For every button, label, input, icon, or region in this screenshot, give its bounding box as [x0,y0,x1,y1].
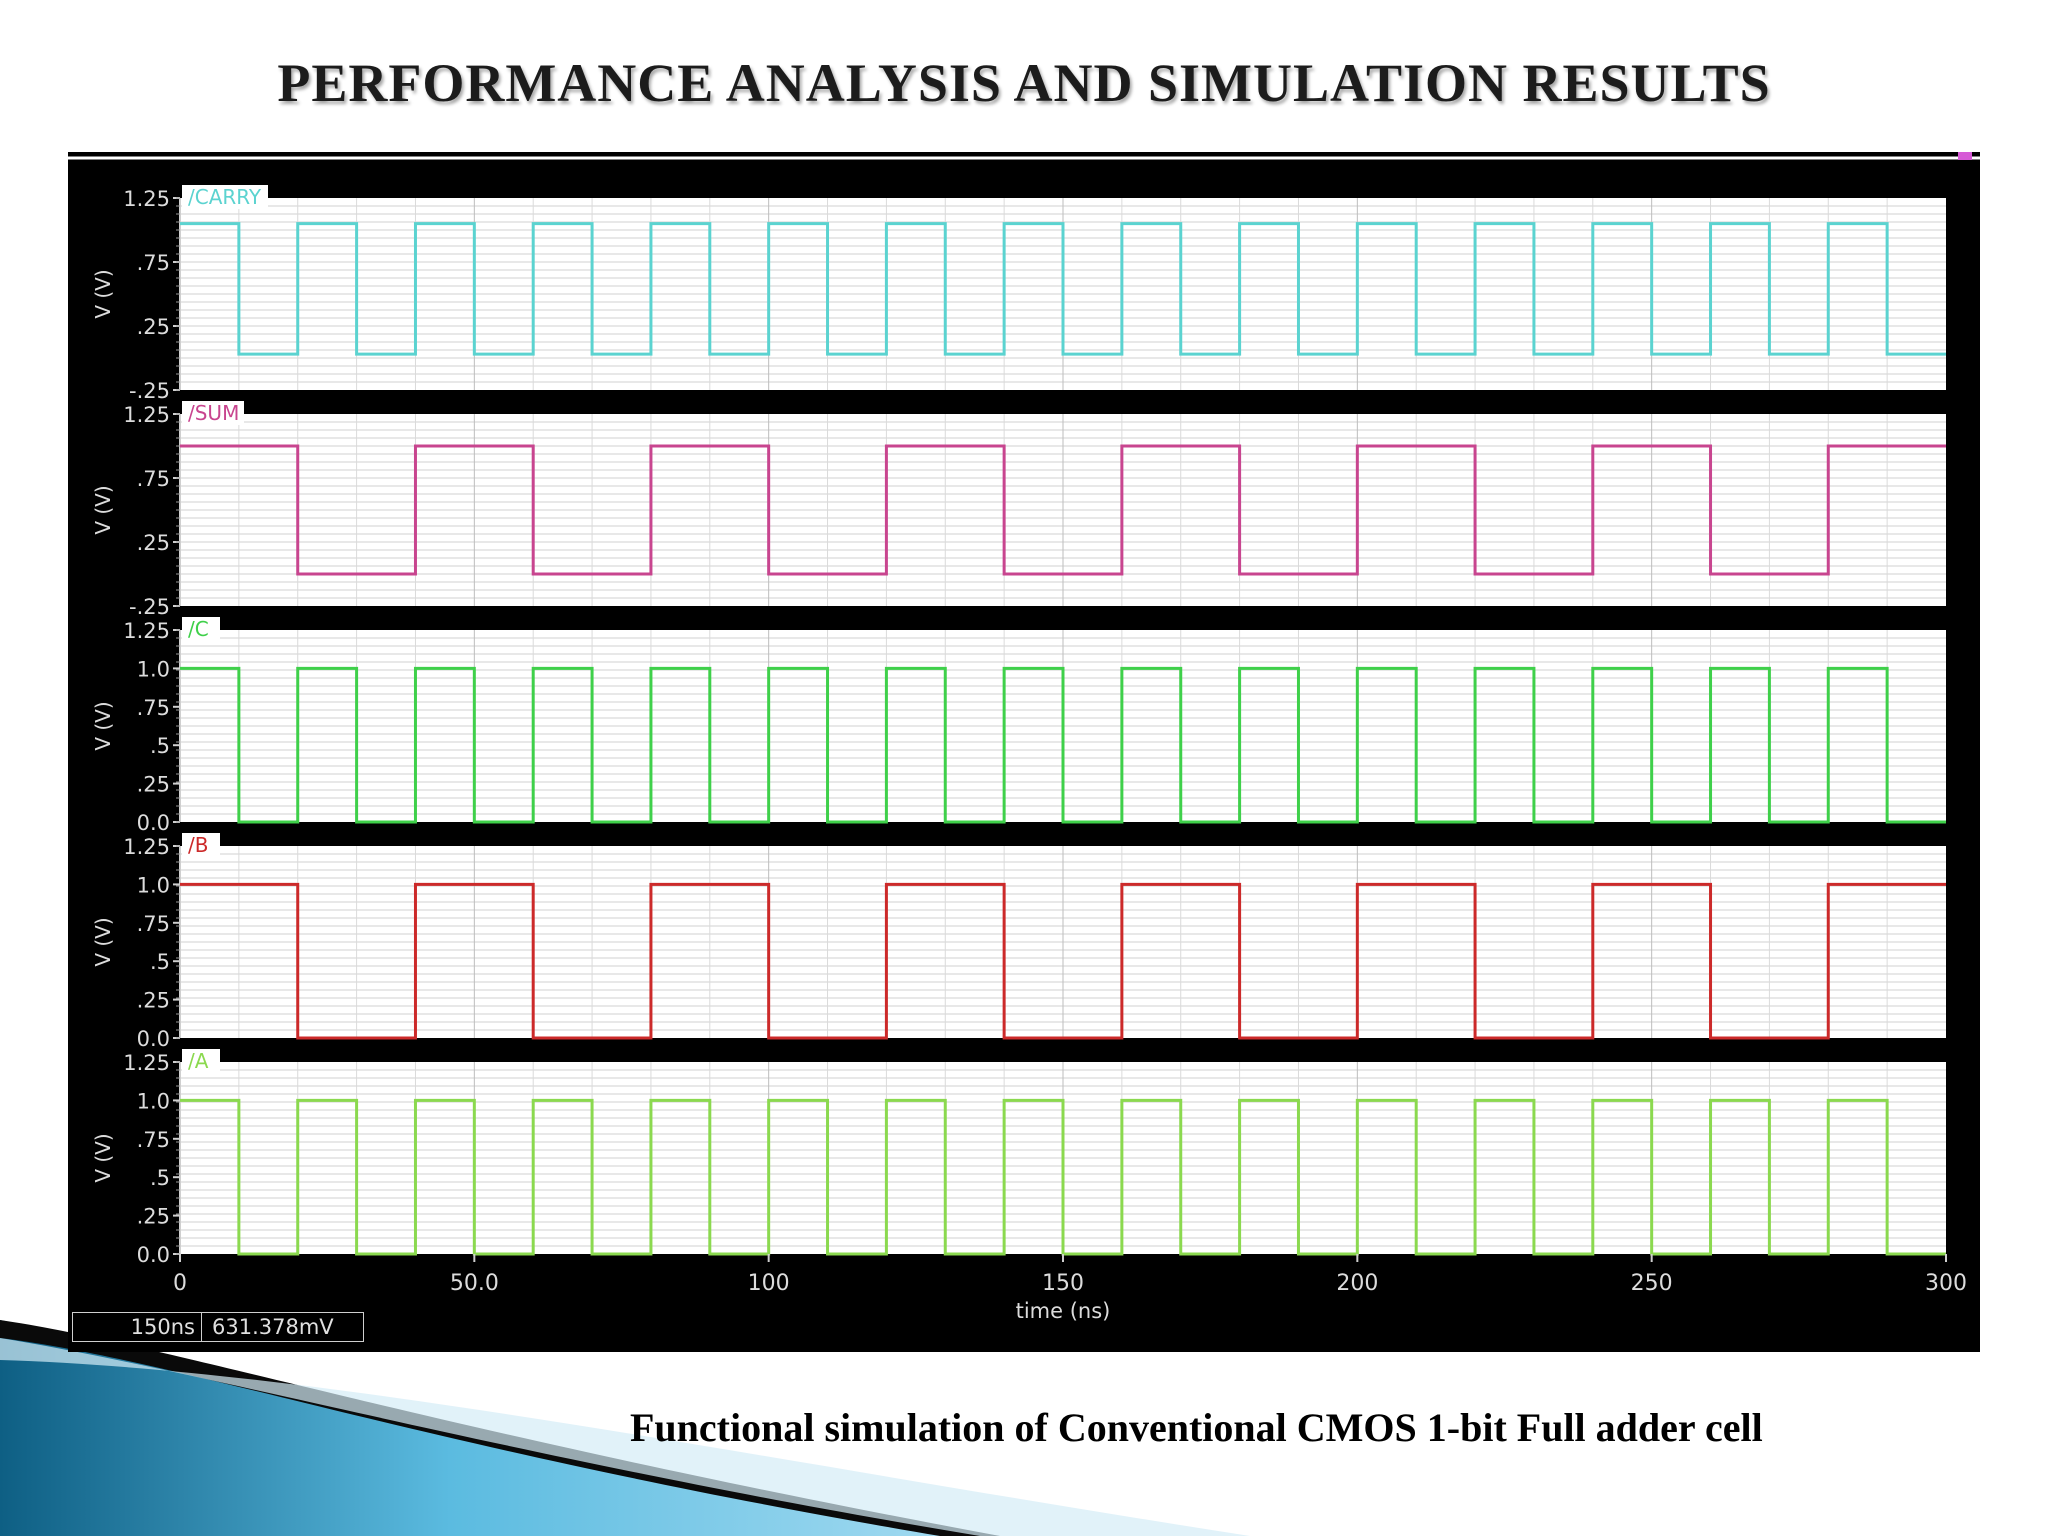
slide-title: PERFORMANCE ANALYSIS AND SIMULATION RESU… [277,53,1771,113]
y-tick-label: .5 [150,1166,170,1190]
y-tick-label: .75 [137,696,170,720]
x-axis-label: time (ns) [1016,1299,1111,1323]
x-tick-label: 200 [1336,1271,1378,1296]
trace-label: /SUM [188,401,239,425]
y-tick-label: 1.25 [123,403,170,427]
trace-label: /B [188,833,208,857]
panel-c: 1.25 1.0 .75 .5 .25 0.0 V (V) /C [91,617,1946,835]
y-tick-label: 0.0 [137,1243,170,1267]
x-tick-label: 300 [1925,1271,1967,1296]
y-tick-label: 0.0 [137,811,170,835]
trace-label: /C [188,617,209,641]
cursor-time-readout: 150ns [72,1312,202,1342]
window-resize-marker [1958,152,1972,160]
panel-sum: 1.25 .75 .25 -.25 V (V) /SUM [91,401,1946,619]
trace-label-box [182,617,220,641]
trace-label-box [182,1049,220,1073]
y-axis-label: V (V) [91,1133,115,1182]
trace-label-box [182,833,220,857]
waveform-trace [180,882,1946,1040]
y-tick-label: .5 [150,734,170,758]
y-tick-label: -.25 [129,379,170,403]
trace-label-box [182,401,244,425]
trace-label: /A [188,1049,209,1073]
trace-label: /CARRY [188,185,262,209]
cursor-value-readout: 631.378mV [202,1312,364,1342]
y-tick-label: 1.25 [123,835,170,859]
y-tick-label: .75 [137,251,170,275]
waveform-trace [180,666,1946,824]
y-tick-label: -.25 [129,595,170,619]
y-tick-label: .25 [137,315,170,339]
cursor-readout: 150ns 631.378mV [72,1312,364,1342]
waveform-trace [180,222,1946,356]
x-tick-label: 0 [173,1271,187,1296]
y-tick-label: 0.0 [137,1027,170,1051]
y-tick-label: .25 [137,1205,170,1229]
y-tick-label: .75 [137,1128,170,1152]
panel-b: 1.25 1.0 .75 .5 .25 0.0 V (V) /B [91,833,1946,1051]
y-tick-label: 1.0 [137,657,170,681]
y-tick-label: .25 [137,989,170,1013]
y-tick-label: .75 [137,467,170,491]
y-tick-label: 1.25 [123,619,170,643]
y-tick-label: .75 [137,912,170,936]
panel-a: 1.25 1.0 .75 .5 .25 0.0 V (V) /A [91,1049,1946,1267]
trace-label-box [182,185,268,209]
figure-caption: Functional simulation of Conventional CM… [630,1405,1763,1450]
x-tick-label: 150 [1042,1271,1084,1296]
y-tick-label: 1.25 [123,187,170,211]
y-axis-label: V (V) [91,917,115,966]
waveform-trace [180,444,1946,576]
y-axis-label: V (V) [91,701,115,750]
x-tick-label: 50.0 [450,1271,499,1296]
y-tick-label: .25 [137,531,170,555]
y-axis-label: V (V) [91,269,115,318]
y-axis-label: V (V) [91,485,115,534]
y-tick-label: 1.0 [137,1089,170,1113]
waveform-trace [180,1098,1946,1256]
y-tick-label: .5 [150,950,170,974]
x-tick-label: 250 [1631,1271,1673,1296]
decorative-swoosh [0,1320,1250,1536]
waveform-chart: 1.25 .75 .25 -.25 V (V) /CARRY 1.25 .75 .25 -.25 V… [68,152,1980,1352]
y-tick-label: 1.25 [123,1051,170,1075]
panel-carry: 1.25 .75 .25 -.25 V (V) /CARRY [91,185,1946,403]
y-tick-label: 1.0 [137,873,170,897]
x-tick-label: 100 [748,1271,790,1296]
y-tick-label: .25 [137,773,170,797]
